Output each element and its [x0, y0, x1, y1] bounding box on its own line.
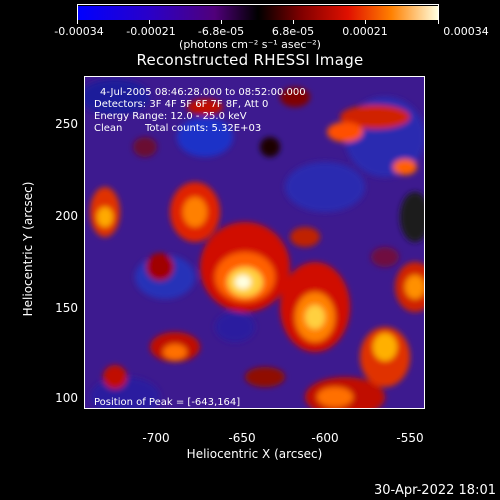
- timestamp: 30-Apr-2022 18:01: [374, 483, 496, 498]
- heatmap-blob: [235, 275, 251, 289]
- heatmap-blob: [103, 365, 127, 389]
- energy-annotation: Energy Range: 12.0 - 25.0 keV: [94, 111, 247, 122]
- heatmap-blob: [163, 344, 187, 360]
- x-axis-label: Heliocentric X (arcsec): [186, 447, 323, 461]
- counts-annotation: Total counts: 5.32E+03: [145, 123, 262, 134]
- heatmap-blob: [327, 122, 363, 142]
- heatmap-blob: [371, 247, 399, 267]
- method-annotation: Clean: [94, 123, 123, 134]
- heatmap-blob: [280, 87, 310, 107]
- heatmap-blob: [215, 312, 255, 342]
- heatmap-blob: [177, 117, 233, 157]
- time-range-annotation: 4-Jul-2005 08:46:28.000 to 08:52:00.000: [100, 87, 306, 98]
- heatmap-blob: [187, 99, 223, 115]
- image-title: Reconstructed RHESSI Image: [136, 51, 364, 69]
- colorbar: [77, 4, 439, 20]
- heatmap-blob: [405, 275, 424, 299]
- colorbar-units: (photons cm⁻² s⁻¹ asec⁻²): [179, 38, 321, 51]
- colorbar-tick-label: 6.8e-05: [271, 25, 315, 38]
- x-tick-label: -550: [396, 431, 424, 445]
- colorbar-tick-label: -0.00021: [126, 25, 176, 38]
- heatmap-blob: [285, 162, 365, 212]
- heatmap-blob: [133, 137, 157, 157]
- colorbar-gradient: [78, 6, 438, 20]
- heatmap-blob: [260, 137, 280, 157]
- heatmap-blob: [97, 207, 113, 227]
- peak-annotation: Position of Peak = [-643,164]: [94, 397, 241, 408]
- heatmap-blob: [146, 253, 174, 281]
- y-tick-label: 100: [55, 391, 78, 405]
- heatmap-blob: [305, 305, 325, 329]
- heatmap-blob: [340, 105, 410, 129]
- y-axis-label: Heliocentric Y (arcsec): [21, 181, 35, 317]
- heatmap-blob: [245, 367, 285, 387]
- colorbar-tick-label: 0.00021: [342, 25, 388, 38]
- colorbar-tick-label: 0.00034: [443, 25, 489, 38]
- heatmap-blob: [85, 79, 150, 115]
- y-tick-label: 150: [55, 301, 78, 315]
- x-tick-label: -600: [311, 431, 339, 445]
- colorbar-tick-label: -6.8e-05: [197, 25, 245, 38]
- y-tick-label: 250: [55, 117, 78, 131]
- x-tick-label: -650: [228, 431, 256, 445]
- detectors-annotation: Detectors: 3F 4F 5F 6F 7F 8F, Att 0: [94, 99, 269, 110]
- y-tick-label: 200: [55, 209, 78, 223]
- heatmap: [85, 77, 424, 408]
- heatmap-blob: [393, 159, 417, 175]
- heatmap-blob: [290, 227, 320, 247]
- heatmap-blob: [183, 197, 207, 227]
- heatmap-blob: [317, 387, 353, 407]
- x-tick-label: -700: [142, 431, 170, 445]
- heatmap-blob: [400, 192, 424, 242]
- rhessi-image: [84, 76, 425, 409]
- heatmap-blob: [373, 333, 397, 361]
- colorbar-tick-label: -0.00034: [54, 25, 104, 38]
